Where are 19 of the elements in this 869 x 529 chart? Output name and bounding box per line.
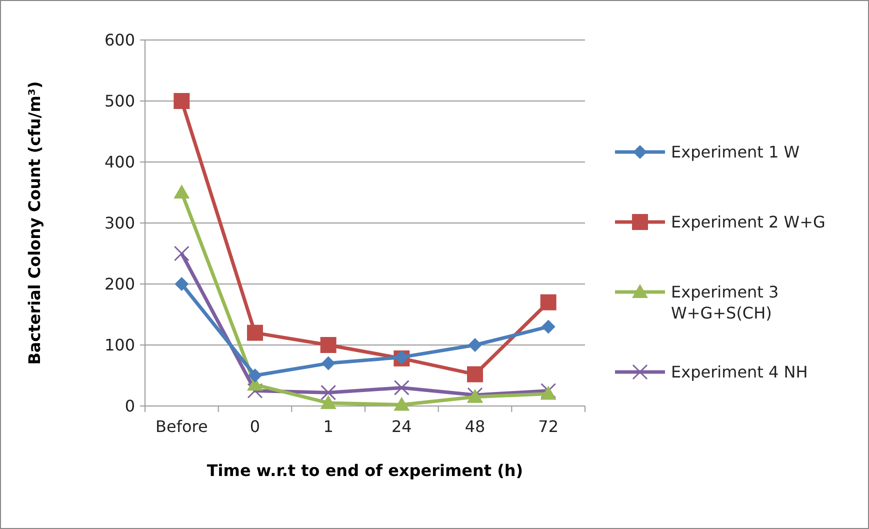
x-tick-label: Before — [156, 417, 208, 436]
y-tick-label: 200 — [104, 274, 135, 294]
y-tick-label: 0 — [124, 396, 135, 416]
y-tick-label: 100 — [104, 336, 135, 355]
legend-label: Experiment 3 W+G+S(CH) — [671, 282, 779, 322]
y-tick-label: 300 — [104, 214, 135, 233]
x-tick-label: 0 — [250, 417, 260, 436]
legend-label: Experiment 1 W — [671, 142, 800, 162]
x-axis-title: Time w.r.t to end of experiment (h) — [206, 461, 524, 480]
y-tick-label: 600 — [104, 30, 135, 50]
legend-label: Experiment 2 W+G — [671, 212, 826, 232]
x-tick-label: 24 — [391, 417, 412, 436]
x-tick-label: 48 — [464, 417, 486, 436]
legend-label: Experiment 4 NH — [671, 362, 808, 382]
y-tick-label: 400 — [104, 152, 135, 172]
x-tick-label: 1 — [323, 417, 334, 436]
x-tick-label: 72 — [538, 417, 559, 436]
y-tick-label: 500 — [104, 92, 135, 111]
y-axis-title: Bacterial Colony Count (cfu/m³) — [25, 81, 44, 365]
